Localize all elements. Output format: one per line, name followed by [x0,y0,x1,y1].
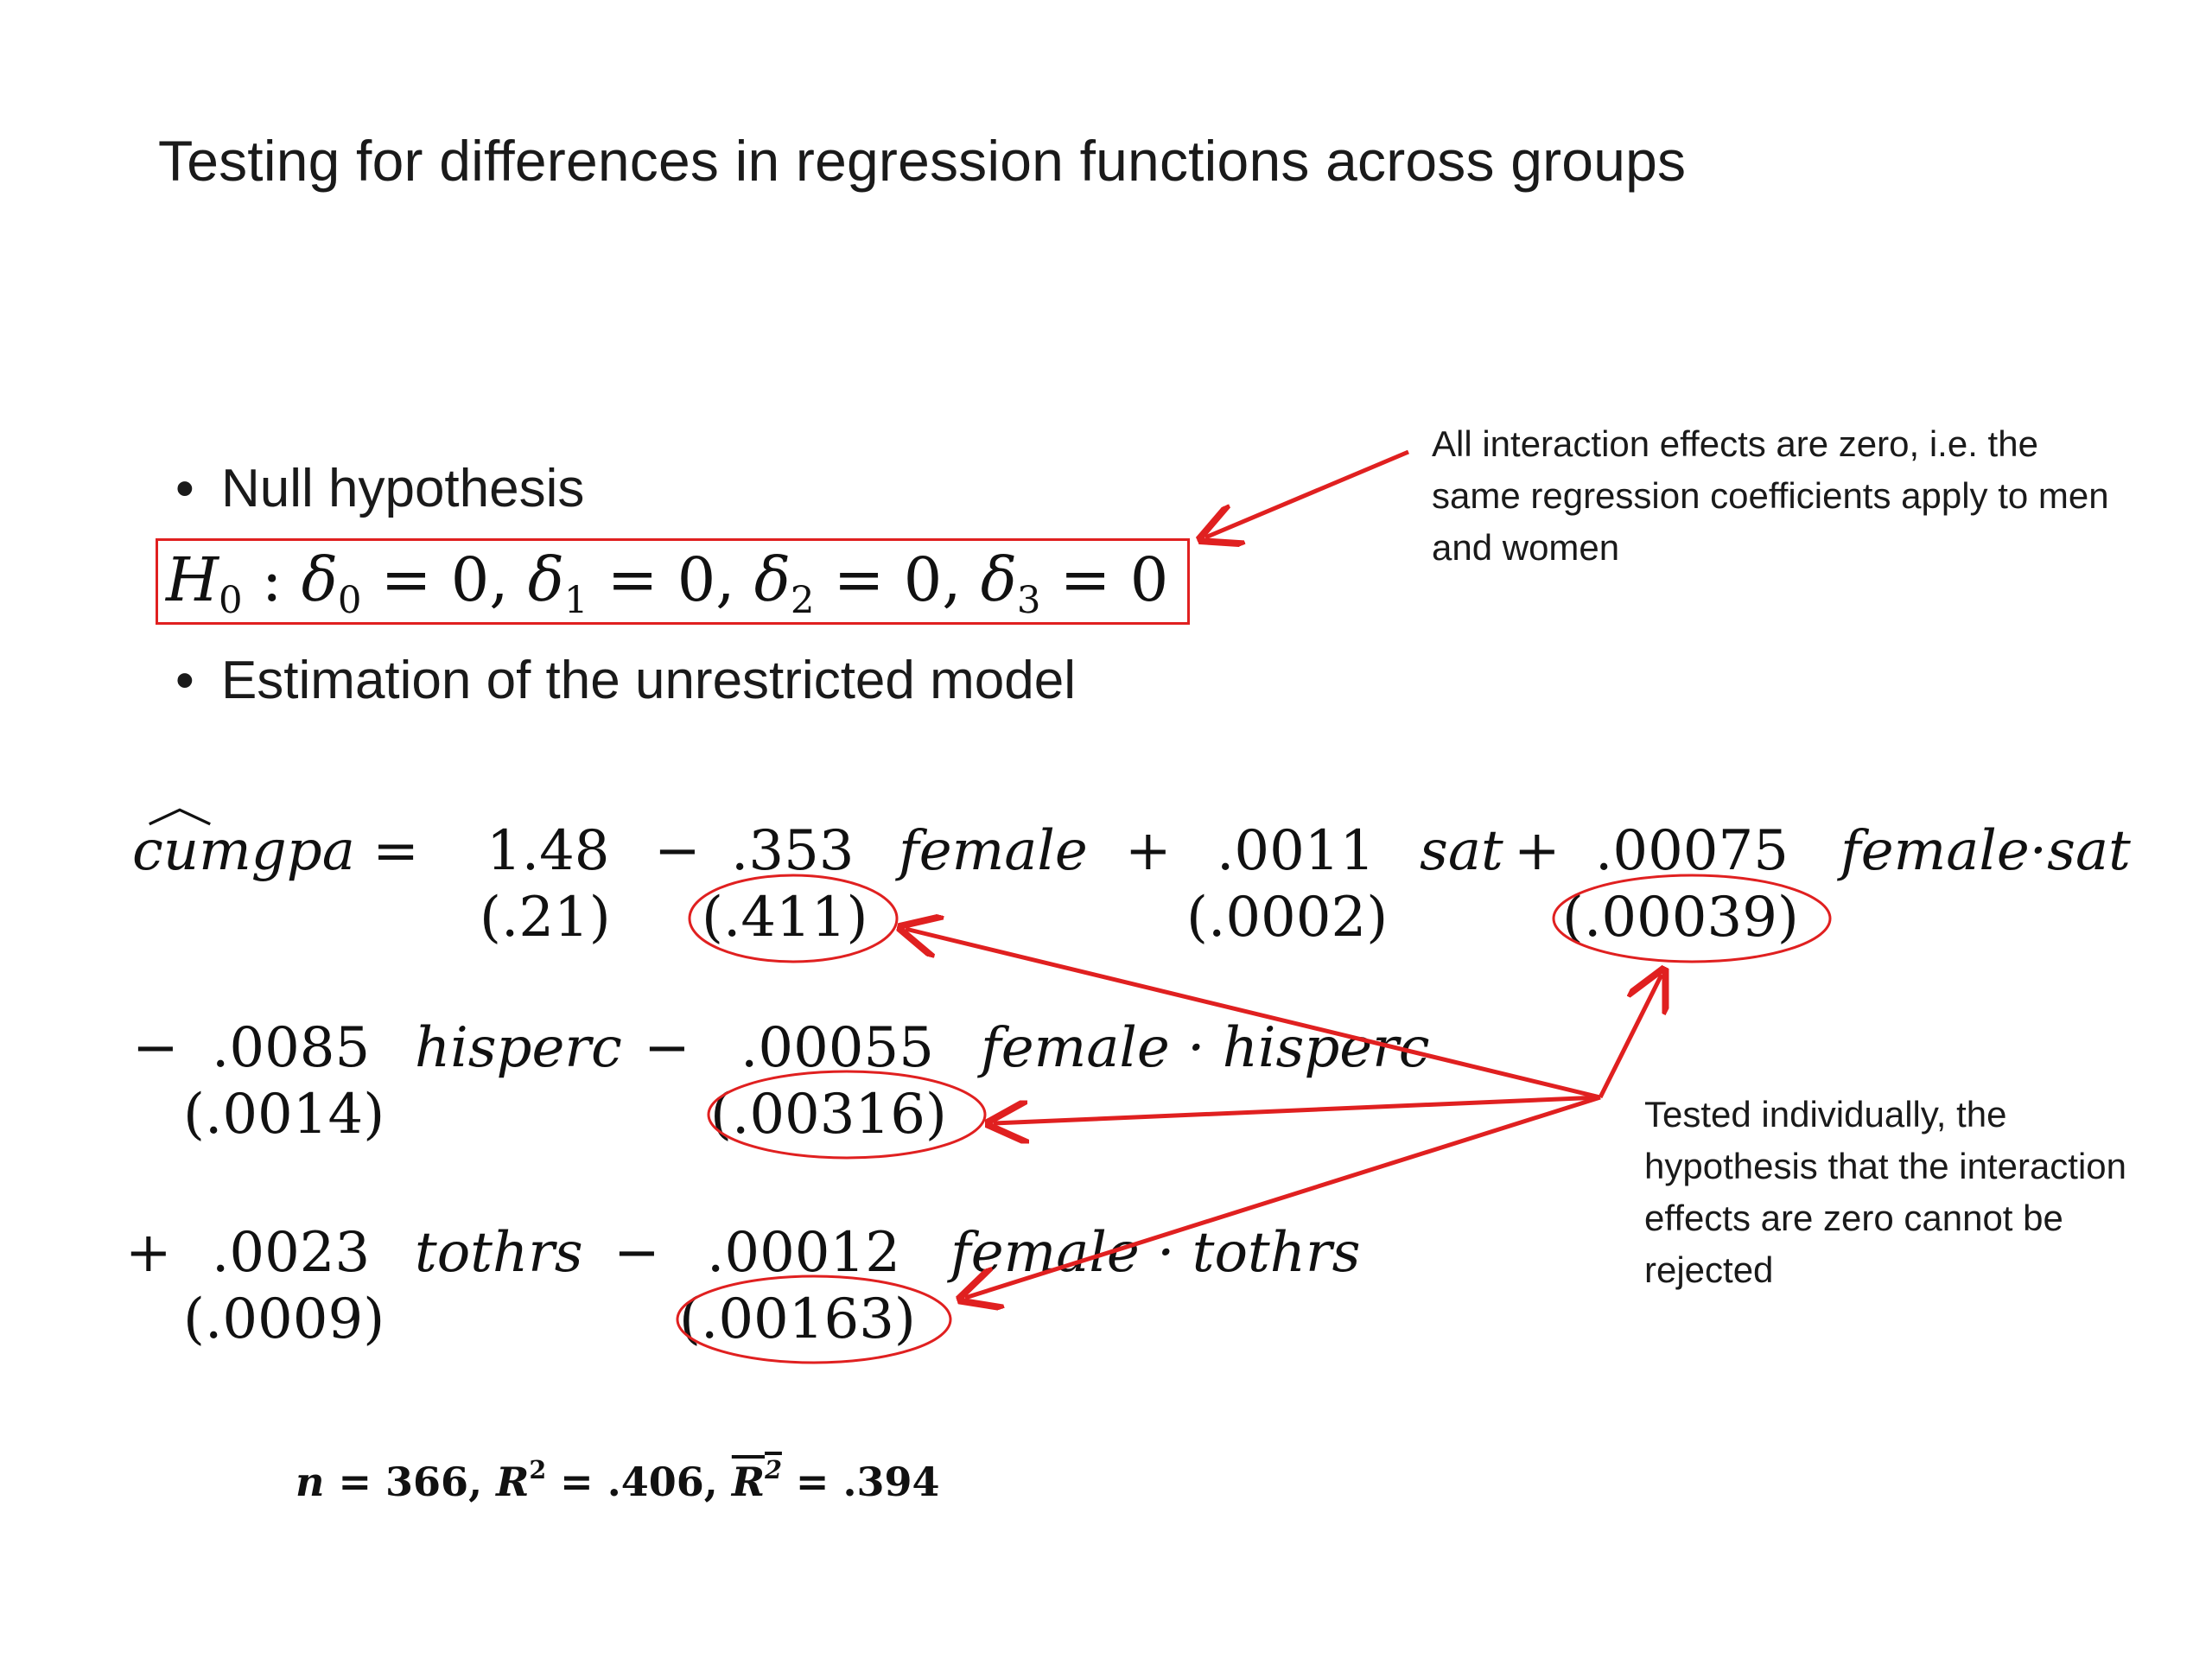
se-female: (.411) [702,886,868,950]
se-female-tothrs: (.00163) [679,1287,916,1351]
coef-female: .353 [731,819,855,883]
bullet-null-hypothesis: • Null hypothesis [175,458,584,519]
coef-intercept: 1.48 [486,819,610,883]
var-female-sat: female·sat [1840,819,2131,883]
regression-stats: n = 366, R2 = .406, R2 = .394 [296,1455,940,1505]
bullet-estimation: • Estimation of the unrestricted model [175,650,1076,711]
se-tothrs: (.0009) [183,1287,385,1351]
bullet-text: Null hypothesis [220,459,585,518]
equation-lhs: cumgpa = [132,808,419,883]
hat-accent-icon [149,808,211,826]
annotation-interaction-zero: All interaction effects are zero, i.e. t… [1432,423,2109,568]
se-female-hisperc: (.00316) [710,1083,947,1147]
coef-female-tothrs: .00012 [707,1221,900,1285]
se-female-sat: (.00039) [1562,886,1799,950]
coef-hisperc: .0085 [212,1016,371,1080]
coef-sat: .0011 [1217,819,1376,883]
slide-title: Testing for differences in regression fu… [158,129,1687,193]
se-hisperc: (.0014) [183,1083,385,1147]
coef-female-hisperc: .00055 [741,1016,934,1080]
null-hypothesis-formula: H0 : δ0 = 0, δ1 = 0, δ2 = 0, δ3 = 0 [166,544,1169,622]
bullet-dot: • [175,651,194,710]
se-intercept: (.21) [480,886,611,950]
var-sat: sat [1420,819,1503,883]
arrow-to-se-female-sat [1598,975,1662,1099]
coef-female-sat: .00075 [1595,819,1789,883]
se-sat: (.0002) [1186,886,1389,950]
bullet-dot: • [175,459,194,518]
var-female-tothrs: female · tothrs [950,1221,1361,1285]
bullet-text: Estimation of the unrestricted model [220,651,1076,710]
var-female-hisperc: female · hisperc [981,1016,1430,1080]
var-female: female [899,819,1088,883]
coef-tothrs: .0023 [212,1221,371,1285]
cumgpa-hat: cumgpa [132,808,355,883]
var-tothrs: tothrs [415,1221,583,1285]
null-hypothesis-box [156,538,1190,625]
var-hisperc: hisperc [415,1016,622,1080]
arrow-to-null-hypothesis [1205,449,1409,537]
annotation-tested-individually: Tested individually, the hypothesis that… [1644,1094,2127,1290]
arrow-to-se-female-hisperc [994,1095,1601,1123]
